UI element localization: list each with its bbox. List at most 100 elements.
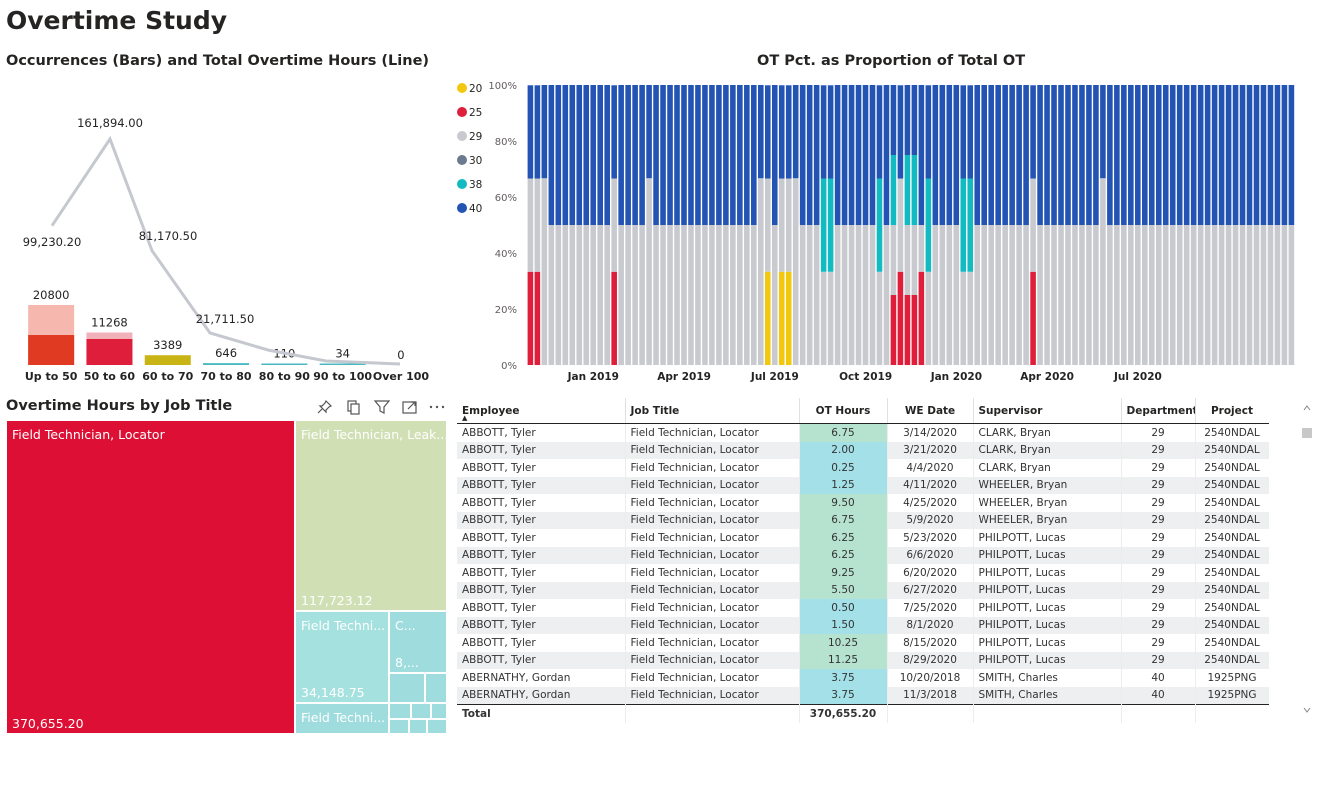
stacked-segment[interactable] xyxy=(737,85,743,225)
stacked-segment[interactable] xyxy=(1288,225,1295,365)
scroll-up-icon[interactable] xyxy=(1303,405,1311,411)
stacked-segment[interactable] xyxy=(897,85,904,179)
stacked-segment[interactable] xyxy=(764,271,771,365)
treemap-cell-small[interactable] xyxy=(431,703,447,719)
stacked-segment[interactable] xyxy=(1190,85,1197,225)
stacked-segment[interactable] xyxy=(1281,85,1288,225)
stacked-segment[interactable] xyxy=(541,85,548,179)
stacked-segment[interactable] xyxy=(869,225,876,365)
legend-marker[interactable] xyxy=(457,155,467,165)
stacked-segment[interactable] xyxy=(583,225,590,365)
bar-50-to-60[interactable] xyxy=(86,338,133,365)
stacked-segment[interactable] xyxy=(1239,85,1246,225)
stacked-segment[interactable] xyxy=(960,85,967,179)
stacked-segment[interactable] xyxy=(1148,225,1155,365)
stacked-segment[interactable] xyxy=(751,85,757,225)
stacked-segment[interactable] xyxy=(688,225,694,365)
stacked-segment[interactable] xyxy=(716,85,722,225)
stacked-segment[interactable] xyxy=(1030,271,1036,365)
stacked-segment[interactable] xyxy=(1253,225,1260,365)
stacked-segment[interactable] xyxy=(1093,225,1099,365)
stacked-segment[interactable] xyxy=(1121,225,1127,365)
column-header-job-title[interactable]: Job Title xyxy=(625,398,800,424)
stacked-segment[interactable] xyxy=(1176,85,1183,225)
bar[interactable] xyxy=(144,355,191,365)
stacked-segment[interactable] xyxy=(681,225,687,365)
stacked-segment[interactable] xyxy=(1142,85,1148,225)
stacked-segment[interactable] xyxy=(883,225,890,365)
treemap-cell-small[interactable] xyxy=(411,703,431,719)
stacked-segment[interactable] xyxy=(723,225,729,365)
stacked-segment[interactable] xyxy=(695,225,701,365)
stacked-segment[interactable] xyxy=(1065,85,1071,225)
stacked-segment[interactable] xyxy=(548,85,555,225)
stacked-segment[interactable] xyxy=(995,225,1001,365)
stacked-segment[interactable] xyxy=(562,225,569,365)
bar[interactable] xyxy=(319,363,366,366)
stacked-segment[interactable] xyxy=(1155,85,1162,225)
stacked-segment[interactable] xyxy=(1009,85,1015,225)
stacked-segment[interactable] xyxy=(771,225,778,365)
stacked-segment[interactable] xyxy=(1135,225,1141,365)
stacked-segment[interactable] xyxy=(855,85,862,225)
total-hours-line[interactable] xyxy=(50,135,401,366)
stacked-segment[interactable] xyxy=(848,225,855,365)
stacked-segment[interactable] xyxy=(667,225,673,365)
stacked-segment[interactable] xyxy=(597,85,603,225)
stacked-segment[interactable] xyxy=(1246,225,1253,365)
bar-up-to-50[interactable] xyxy=(28,335,75,365)
copy-icon[interactable] xyxy=(344,399,362,415)
stacked-segment[interactable] xyxy=(1044,225,1050,365)
treemap-cell-locator[interactable]: Field Technician, Locator 370,655.20 xyxy=(6,420,295,734)
stacked-segment[interactable] xyxy=(904,85,911,155)
stacked-segment[interactable] xyxy=(876,271,883,365)
combo-chart[interactable]: 20800 Up to 50 11268 50 to 60 3389 60 to 70 64… xyxy=(0,80,450,390)
stacked-segment[interactable] xyxy=(974,225,981,365)
stacked-segment[interactable] xyxy=(1023,225,1029,365)
stacked-segment[interactable] xyxy=(758,178,764,365)
stacked-segment[interactable] xyxy=(1128,85,1134,225)
stacked-segment[interactable] xyxy=(1037,225,1043,365)
stacked-segment[interactable] xyxy=(939,85,946,225)
stacked-segment[interactable] xyxy=(1107,85,1113,225)
stacked-segment[interactable] xyxy=(611,178,617,272)
legend-marker[interactable] xyxy=(457,179,467,189)
stacked-segment[interactable] xyxy=(834,85,841,225)
stacked-segment[interactable] xyxy=(1204,85,1211,225)
stacked-segment[interactable] xyxy=(897,178,904,272)
stacked-segment[interactable] xyxy=(751,225,757,365)
column-header-project[interactable]: Project xyxy=(1195,398,1269,424)
treemap-cell-small[interactable] xyxy=(389,703,411,719)
stacked-segment[interactable] xyxy=(1162,225,1169,365)
stacked-segment[interactable] xyxy=(576,225,583,365)
stacked-segment[interactable] xyxy=(890,155,897,225)
stacked-segment[interactable] xyxy=(953,85,960,225)
stacked-segment[interactable] xyxy=(1232,225,1239,365)
stacked-segment[interactable] xyxy=(1044,85,1050,225)
stacked-segment[interactable] xyxy=(827,271,834,365)
stacked-segment[interactable] xyxy=(723,85,729,225)
stacked-segment[interactable] xyxy=(841,225,848,365)
stacked-segment[interactable] xyxy=(785,178,792,272)
stacked-segment[interactable] xyxy=(988,225,994,365)
stacked-segment[interactable] xyxy=(981,225,987,365)
stacked-segment[interactable] xyxy=(1225,85,1232,225)
stacked-segment[interactable] xyxy=(869,85,876,225)
stacked-segment[interactable] xyxy=(1190,225,1197,365)
stacked-segment[interactable] xyxy=(618,225,624,365)
stacked-segment[interactable] xyxy=(1183,85,1190,225)
stacked-segment[interactable] xyxy=(1260,85,1267,225)
legend-marker[interactable] xyxy=(457,131,467,141)
stacked-segment[interactable] xyxy=(590,85,597,225)
stacked-segment[interactable] xyxy=(618,85,624,225)
stacked-segment[interactable] xyxy=(946,225,953,365)
column-header-employee[interactable]: Employee ▲ xyxy=(457,398,626,424)
stacked-segment[interactable] xyxy=(611,271,617,365)
table-row[interactable]: ABBOTT, Tyler Field Technician, Locator 9.… xyxy=(457,494,1269,512)
treemap-cell-leak[interactable]: Field Technician, Leak... 117,723.12 xyxy=(295,420,447,611)
stacked-segment[interactable] xyxy=(778,178,785,272)
table-row[interactable]: ABERNATHY, Gordan Field Technician, Locat… xyxy=(457,669,1269,687)
stacked-segment[interactable] xyxy=(646,85,652,179)
stacked-segment[interactable] xyxy=(583,85,590,225)
stacked-segment[interactable] xyxy=(1030,85,1036,179)
